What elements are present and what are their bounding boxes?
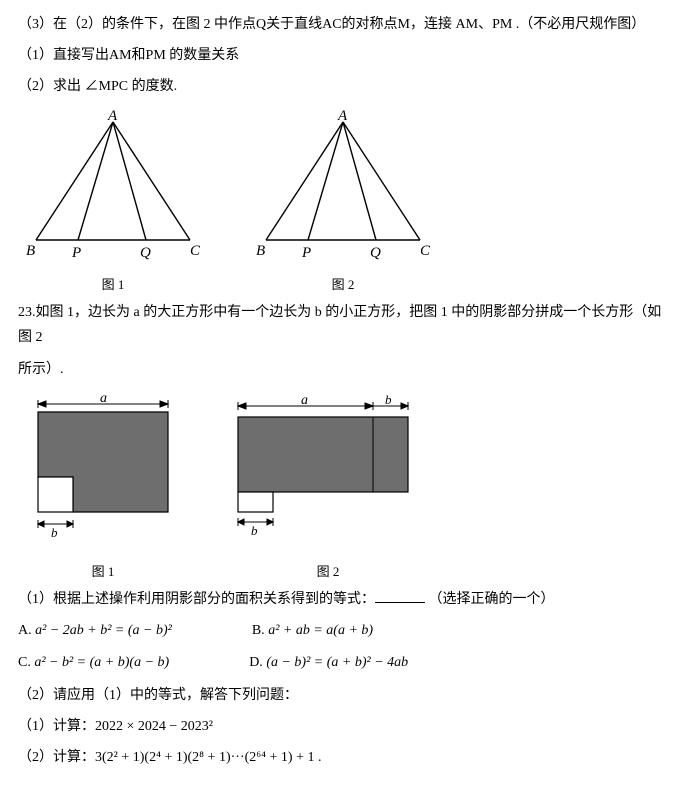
triangle-figure-2: A B P Q C 图 2: [248, 110, 438, 297]
tri2-P: P: [301, 245, 311, 260]
triangle1-svg: A B P Q C: [18, 110, 208, 260]
square-figure-1: a b 图 1: [18, 392, 188, 584]
triangle-figure-1: A B P Q C 图 1: [18, 110, 208, 297]
p23-q1-suffix: （选择正确的一个）: [429, 592, 555, 607]
p23-stem-line2: 所示）.: [18, 357, 674, 382]
opt-C-math: a² − b² = (a + b)(a − b): [34, 655, 169, 670]
option-A: A. a² − 2ab + b² = (a − b)²: [18, 618, 172, 643]
fig2-b-bottom: b: [251, 523, 258, 538]
square2-svg: a b b: [218, 392, 438, 547]
opt-C-prefix: C.: [18, 655, 34, 670]
option-C: C. a² − b² = (a + b)(a − b): [18, 650, 169, 675]
tri1-B: B: [26, 243, 35, 259]
fig2-b-top: b: [385, 392, 392, 407]
p23-q1-prefix: （1）根据上述操作利用阴影部分的面积关系得到的等式：: [18, 592, 375, 607]
fig2-a: a: [301, 393, 308, 408]
p1-line2: （1）直接写出AM和PM 的数量关系: [18, 43, 674, 68]
p23-q2: （2）请应用（1）中的等式，解答下列问题：: [18, 683, 674, 708]
p23-q1: （1）根据上述操作利用阴影部分的面积关系得到的等式： （选择正确的一个）: [18, 587, 674, 612]
opt-A-prefix: A.: [18, 623, 35, 638]
p1-line3: （2）求出 ∠MPC 的度数.: [18, 74, 674, 99]
fig1-b: b: [51, 525, 58, 540]
tri2-A: A: [337, 110, 348, 124]
blank-answer: [375, 589, 425, 603]
options-row-2: C. a² − b² = (a + b)(a − b) D. (a − b)² …: [18, 650, 674, 675]
tri2-Q: Q: [370, 245, 381, 260]
opt-A-math: a² − 2ab + b² = (a − b)²: [35, 623, 172, 638]
fig1-caption: 图 1: [18, 560, 188, 583]
square-figures-row: a b 图 1: [18, 392, 674, 584]
p1-line1: （3）在（2）的条件下，在图 2 中作点Q关于直线AC的对称点M，连接 AM、P…: [18, 12, 674, 37]
p23-q2-1: （1）计算：2022 × 2024 − 2023²: [18, 714, 674, 739]
square-figure-2: a b b 图 2: [218, 392, 438, 584]
opt-D-math: (a − b)² = (a + b)² − 4ab: [266, 655, 408, 670]
tri2-B: B: [256, 243, 265, 259]
triangle-figures-row: A B P Q C 图 1 A B P Q C: [18, 110, 674, 297]
triangle2-svg: A B P Q C: [248, 110, 438, 260]
opt-D-prefix: D.: [249, 655, 266, 670]
options-row-1: A. a² − 2ab + b² = (a − b)² B. a² + ab =…: [18, 618, 674, 643]
p23-q2-2: （2）计算：3(2² + 1)(2⁴ + 1)(2⁸ + 1)···(2⁶⁴ +…: [18, 745, 674, 770]
fig2-caption: 图 2: [218, 560, 438, 583]
tri1-Q: Q: [140, 245, 151, 260]
opt-B-prefix: B.: [252, 623, 268, 638]
tri1-P: P: [71, 245, 81, 260]
tri1-C: C: [190, 243, 201, 259]
option-B: B. a² + ab = a(a + b): [252, 618, 373, 643]
fig1-a: a: [100, 392, 107, 406]
tri2-caption: 图 2: [248, 273, 438, 296]
tri1-caption: 图 1: [18, 273, 208, 296]
tri2-C: C: [420, 243, 431, 259]
option-D: D. (a − b)² = (a + b)² − 4ab: [249, 650, 408, 675]
p23-stem-line1: 23.如图 1，边长为 a 的大正方形中有一个边长为 b 的小正方形，把图 1 …: [18, 300, 674, 350]
opt-B-math: a² + ab = a(a + b): [268, 623, 373, 638]
tri1-A: A: [107, 110, 118, 124]
square1-svg: a b: [18, 392, 188, 547]
